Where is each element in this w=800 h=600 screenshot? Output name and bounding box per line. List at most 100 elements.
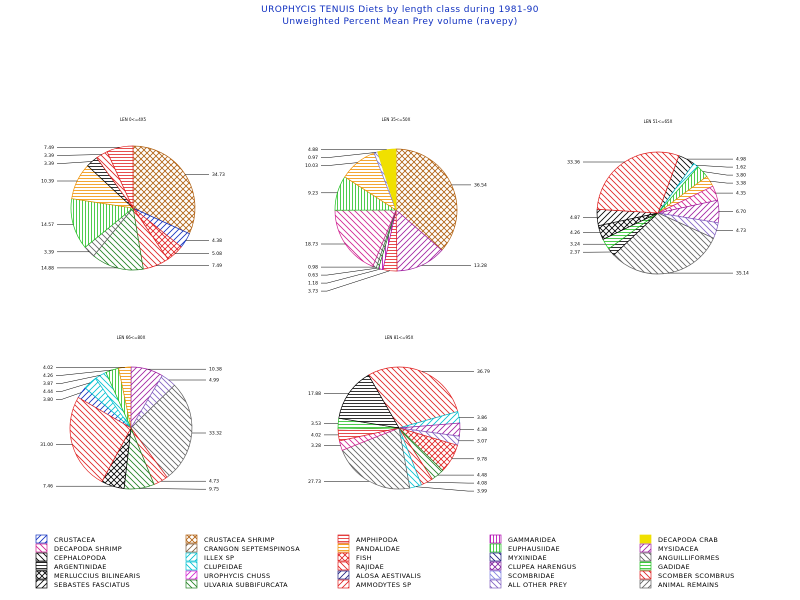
legend-item-urophycis-chuss: UROPHYCIS CHUSS — [185, 570, 270, 580]
legend-item-scombridae: SCOMBRIDAE — [489, 570, 554, 580]
slice-value-label: 3.39 — [44, 153, 54, 159]
slice-value-label: 4.38 — [212, 238, 222, 244]
slice-value-label: 4.38 — [477, 427, 487, 433]
pie-len-81-95x: LEN 81<=95X 17.88 3.53 4.02 3.28 27.73 36.79 3.… — [308, 335, 490, 495]
legend-swatch — [185, 552, 198, 562]
leader-line — [695, 164, 733, 168]
slice-value-label: 0.97 — [308, 155, 318, 161]
slice-value-label: 0.63 — [308, 273, 318, 279]
slice-value-label: 36.54 — [474, 182, 487, 188]
legend-swatch — [489, 543, 502, 553]
legend-swatch — [35, 552, 48, 562]
legend-label: ARGENTINIDAE — [54, 563, 107, 571]
legend-item-crangon-septemspinosa: CRANGON SEPTEMSPINOSA — [185, 543, 300, 553]
legend-label: SCOMBER SCOMBRUS — [658, 572, 735, 580]
leader-line — [415, 486, 474, 492]
slice-value-label: 5.08 — [212, 251, 222, 257]
slice-value-label: 9.78 — [477, 456, 487, 462]
legend-label: ANIMAL REMAINS — [658, 581, 719, 589]
slice-value-label: 34.73 — [212, 172, 225, 178]
legend-label: CRANGON SEPTEMSPINOSA — [204, 545, 300, 553]
legend-item-gammaridea: GAMMARIDEA — [489, 534, 556, 544]
legend-label: CRUSTACEA SHRIMP — [204, 536, 275, 544]
legend-label: CLUPEA HARENGUS — [508, 563, 576, 571]
pie-len-0-4x5: LEN 0<=4X5 7.49 3.39 3.39 10.39 14.57 3.39 14.8… — [41, 117, 225, 271]
legend-label: CRUSTACEA — [54, 536, 96, 544]
slice-value-label: 31.00 — [40, 442, 53, 448]
legend-swatch — [489, 552, 502, 562]
slice-value-label: 3.24 — [570, 242, 580, 248]
leader-line — [321, 267, 378, 276]
slice-value-label: 17.88 — [308, 391, 321, 397]
chart-subtitle: Unweighted Percent Mean Prey volume (rav… — [282, 17, 518, 27]
legend-swatch — [185, 534, 198, 544]
legend-swatch — [35, 543, 48, 553]
legend-swatch — [337, 561, 350, 571]
slice-value-label: 18.73 — [305, 242, 318, 248]
legend-swatch — [489, 570, 502, 580]
legend-item-alosa-aestivalis: ALOSA AESTIVALIS — [337, 570, 421, 580]
legend-item-cephalopoda: CEPHALOPODA — [35, 552, 106, 562]
pie-slice-anguilliformes — [130, 384, 193, 478]
slice-value-label: 3.73 — [308, 289, 318, 295]
slice-value-label: 10.03 — [305, 163, 318, 169]
pie-slice-argentinidae — [338, 374, 400, 429]
pie-len-66-80x: LEN 66<=80X 4.02 4.26 3.87 4.44 3.80 31.00 7.46… — [40, 335, 222, 493]
slice-value-label: 3.99 — [477, 489, 487, 495]
slice-value-label: 14.57 — [41, 222, 54, 228]
slice-value-label: 4.98 — [736, 157, 746, 163]
legend-item-merluccius-bilinearis: MERLUCCIUS BILINEARIS — [35, 570, 140, 580]
legend-item-myxinidae: MYXINIDAE — [489, 552, 547, 562]
slice-value-label: 9.23 — [308, 190, 318, 196]
slice-value-label: 4.99 — [209, 378, 219, 384]
legend-swatch — [639, 534, 652, 544]
pie-slice-ulvaria-subbifurcata — [93, 207, 144, 271]
slice-value-label: 3.39 — [44, 161, 54, 167]
slice-value-label: 4.26 — [43, 373, 53, 379]
legend-label: EUPHAUSIIDAE — [508, 545, 560, 553]
legend-swatch — [35, 570, 48, 580]
legend-swatch — [337, 579, 350, 589]
slice-value-label: 3.28 — [311, 443, 321, 449]
leader-line — [139, 488, 206, 490]
slice-value-label: 36.79 — [477, 369, 490, 375]
legend-item-illex-sp: ILLEX SP — [185, 552, 234, 562]
legend-swatch — [639, 579, 652, 589]
legend-label: FISH — [356, 554, 372, 562]
leader-line — [56, 369, 113, 376]
legend-label: DECAPODA CRAB — [658, 536, 718, 544]
legend-item-anguilliformes: ANGUILLIFORMES — [639, 552, 720, 562]
legend-label: ANGUILLIFORMES — [658, 554, 720, 562]
pie-title: LEN 0<=4X5 — [120, 117, 147, 122]
legend-swatch — [639, 552, 652, 562]
legend-swatch — [639, 561, 652, 571]
slice-value-label: 3.53 — [311, 421, 321, 427]
legend-label: MERLUCCIUS BILINEARIS — [54, 572, 140, 580]
pie-len-35-50x: LEN 35<=50X 4.88 0.97 10.03 9.23 18.73 0.98 0.6… — [305, 117, 487, 295]
pie-slice-crustacea-shrimp — [132, 145, 196, 235]
legend-label: CLUPEIDAE — [204, 563, 243, 571]
legend-label: SEBASTES FASCIATUS — [54, 581, 130, 589]
slice-value-label: 7.46 — [43, 484, 53, 490]
legend-swatch — [185, 579, 198, 589]
legend-swatch — [337, 552, 350, 562]
legend-swatch — [35, 579, 48, 589]
legend-item-animal-remains: ANIMAL REMAINS — [639, 579, 719, 589]
legend-swatch — [185, 570, 198, 580]
slice-value-label: 33.36 — [567, 159, 580, 165]
pie-slice-amphipoda — [106, 145, 134, 209]
pie-slice-scomber-scombrus — [69, 397, 132, 483]
pie-title: LEN 81<=95X — [385, 335, 414, 340]
legend-swatch — [639, 543, 652, 553]
leader-line — [710, 180, 733, 184]
legend-item-decapoda-shrimp: DECAPODA SHRIMP — [35, 543, 122, 553]
leader-line — [57, 154, 102, 156]
slice-value-label: 4.26 — [570, 230, 580, 236]
slice-value-label: 4.73 — [209, 479, 219, 485]
legend-swatch — [489, 534, 502, 544]
legend-swatch — [35, 534, 48, 544]
slice-value-label: 10.38 — [209, 367, 222, 373]
pie-len-51-65x: LEN 51<=65X 33.36 4.87 4.26 3.24 2.37 4.98 1.62… — [567, 119, 749, 277]
legend-item-all-other-prey: ALL OTHER PREY — [489, 579, 567, 589]
slice-value-label: 3.38 — [736, 181, 746, 187]
